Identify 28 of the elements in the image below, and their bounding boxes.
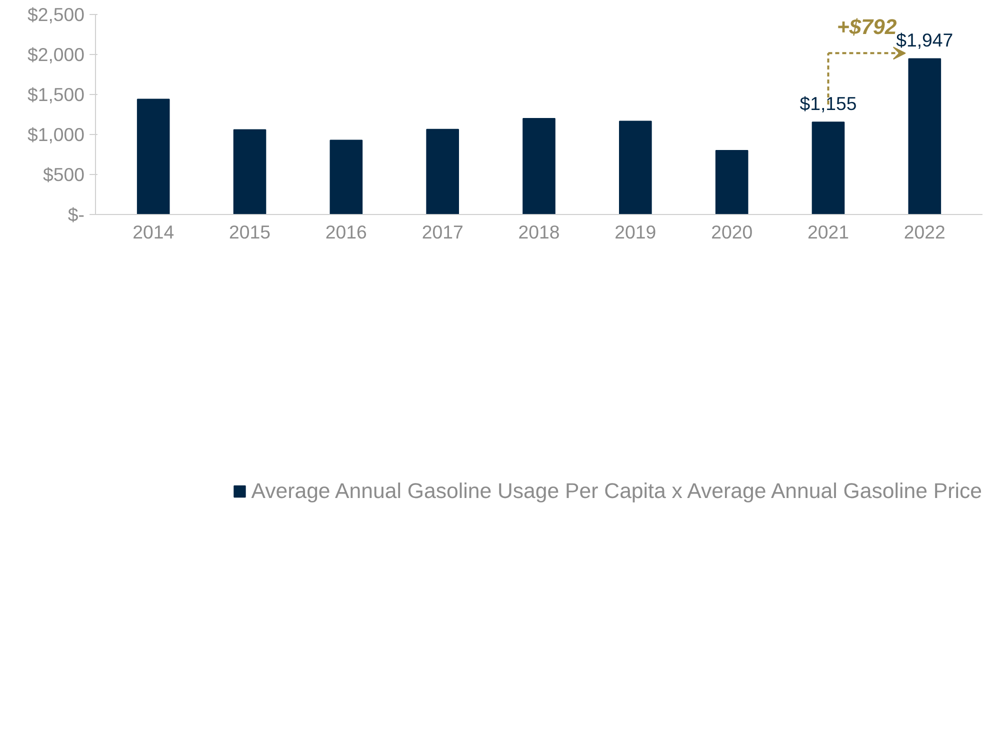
y-tick-label: $2,500 [27, 4, 84, 25]
x-tick-label: 2021 [807, 222, 850, 242]
bar [330, 140, 363, 214]
x-tick-label: 2019 [614, 222, 656, 242]
data-label: $1,947 [896, 30, 954, 51]
bar [908, 58, 942, 214]
bar [619, 120, 652, 214]
bar [812, 122, 845, 214]
x-tick-label: 2020 [711, 222, 753, 242]
bar [426, 128, 459, 214]
legend-label: Average Annual Gasoline Usage Per Capita x Average Annual Gasoline Price [251, 478, 982, 504]
annotation: +$792 [836, 15, 897, 40]
data-label: $1,155 [800, 93, 857, 114]
x-tick-label: 2014 [132, 222, 174, 242]
x-tick-label: 2015 [229, 222, 271, 242]
x-tick-label: 2016 [325, 222, 367, 242]
bar [136, 98, 170, 214]
x-tick-label: 2018 [518, 222, 560, 242]
y-tick-label: $1,000 [27, 124, 84, 145]
y-tick-label: $500 [42, 164, 85, 185]
x-tick-label: 2022 [904, 222, 946, 242]
bar [715, 150, 748, 214]
bar [522, 118, 556, 214]
x-tick-label: 2017 [422, 222, 464, 242]
y-tick-label: $1,500 [27, 84, 84, 105]
bar [233, 129, 266, 214]
y-tick-label: $- [68, 204, 85, 225]
y-tick-label: $2,000 [27, 44, 84, 65]
